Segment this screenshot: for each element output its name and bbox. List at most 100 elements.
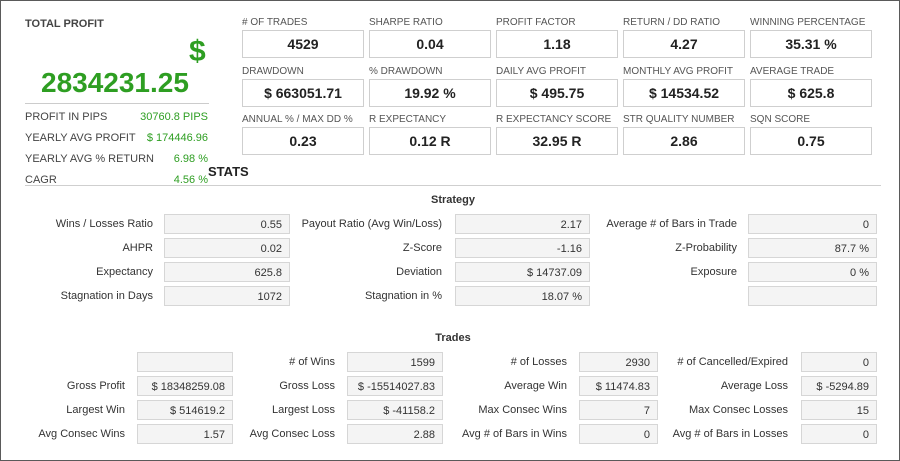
strategy-stat-label: Deviation (396, 266, 442, 278)
metric-monthly-avg-profit: MONTHLY AVG PROFIT $ 14534.52 (623, 65, 745, 107)
trade-stat-label: Max Consec Losses (688, 404, 788, 416)
strategy-stat-label: Payout Ratio (Avg Win/Loss) (301, 218, 442, 230)
trade-stat-label: # of Cancelled/Expired (677, 356, 788, 368)
metric-label: DAILY AVG PROFIT (496, 66, 587, 77)
metric-label: # OF TRADES (242, 17, 308, 28)
strategy-stat-label: Expectancy (96, 266, 153, 278)
metric-drawdown: DRAWDOWN $ 663051.71 (242, 65, 364, 107)
metric-value: 0.75 (750, 127, 872, 155)
trade-stat-label: Avg Consec Loss (249, 428, 335, 440)
metric-label: STR QUALITY NUMBER (623, 114, 735, 125)
strategy-stat-value: 0.02 (164, 238, 290, 258)
metric-label: R EXPECTANCY SCORE (496, 114, 612, 125)
metric-return-dd-ratio: RETURN / DD RATIO 4.27 (623, 16, 745, 58)
trade-stat-value: 0 (579, 424, 658, 444)
metric-value: 0.04 (369, 30, 491, 58)
strategy-stat-label: Stagnation in Days (60, 290, 153, 302)
summary-value: 6.98 % (173, 153, 208, 165)
metric-value: 4529 (242, 30, 364, 58)
summary-label: PROFIT IN PIPS (25, 111, 108, 123)
metric-label: RETURN / DD RATIO (623, 17, 721, 28)
trade-stat-value: $ 11474.83 (579, 376, 658, 396)
summary-row-yearly-avg-return: YEARLY AVG % RETURN 6.98 % (25, 153, 209, 169)
metric-str-quality-number: STR QUALITY NUMBER 2.86 (623, 113, 745, 155)
summary-value: 4.56 % (173, 174, 208, 186)
strategy-stat-value: -1.16 (455, 238, 590, 258)
metric-r-expectancy: R EXPECTANCY 0.12 R (369, 113, 491, 155)
metric-value: 19.92 % (369, 79, 491, 107)
trade-stat-label (25, 352, 125, 372)
metric-profit-factor: PROFIT FACTOR 1.18 (496, 16, 618, 58)
trade-stat-value: $ -41158.2 (347, 400, 443, 420)
trade-stat-value: 7 (579, 400, 658, 420)
summary-value: $ 174446.96 (146, 132, 208, 144)
metric-value: 1.18 (496, 30, 618, 58)
metric-value: 32.95 R (496, 127, 618, 155)
metric-value: 0.12 R (369, 127, 491, 155)
strategy-stat-value: 0 (748, 214, 877, 234)
summary-label: YEARLY AVG % RETURN (25, 153, 154, 165)
trade-stat-label: # of Losses (510, 356, 567, 368)
trade-stat-value: $ -15514027.83 (347, 376, 443, 396)
metric-value: $ 663051.71 (242, 79, 364, 107)
trade-stat-value: 1599 (347, 352, 443, 372)
metric-daily-avg-profit: DAILY AVG PROFIT $ 495.75 (496, 65, 618, 107)
strategy-stat-label: Exposure (690, 266, 737, 278)
trade-stat-value (137, 352, 233, 372)
total-profit-title: TOTAL PROFIT (25, 18, 104, 30)
strategy-stat-value: 0.55 (164, 214, 290, 234)
strategy-stat-value: 0 % (748, 262, 877, 282)
metric-trades: # OF TRADES 4529 (242, 16, 364, 58)
trade-stat-label: Avg Consec Wins (38, 428, 125, 440)
trade-stat-label: Largest Loss (272, 404, 335, 416)
summary-label: CAGR (25, 174, 57, 186)
trade-stat-value: 1.57 (137, 424, 233, 444)
metric-value: 2.86 (623, 127, 745, 155)
trade-stat-label: Gross Profit (66, 380, 125, 392)
metric-label: PROFIT FACTOR (496, 17, 576, 28)
metric-label: DRAWDOWN (242, 66, 304, 77)
trade-stat-value: 15 (801, 400, 877, 420)
metric-average-trade: AVERAGE TRADE $ 625.8 (750, 65, 872, 107)
trade-stat-value: 2930 (579, 352, 658, 372)
divider (25, 103, 209, 104)
metric-sharpe-ratio: SHARPE RATIO 0.04 (369, 16, 491, 58)
metric-value: $ 14534.52 (623, 79, 745, 107)
strategy-stat-value: $ 14737.09 (455, 262, 590, 282)
trade-stat-value: 0 (801, 424, 877, 444)
trade-stat-label: Max Consec Wins (478, 404, 567, 416)
metric-label: R EXPECTANCY (369, 114, 447, 125)
strategy-section-title: Strategy (430, 194, 476, 206)
trades-section-title: Trades (435, 332, 471, 344)
currency-symbol: $ (189, 35, 206, 68)
strategy-stat-value: 18.07 % (455, 286, 590, 306)
trade-stat-value: 0 (801, 352, 877, 372)
strategy-stat-value: 2.17 (455, 214, 590, 234)
stats-title: STATS (208, 164, 249, 179)
trade-stat-label: Average Loss (720, 380, 788, 392)
strategy-stat-label (593, 286, 737, 306)
summary-value: 30760.8 PIPS (140, 111, 208, 123)
metric-label: AVERAGE TRADE (750, 66, 835, 77)
metric-label: ANNUAL % / MAX DD % (242, 114, 353, 125)
trade-stat-label: Avg # of Bars in Losses (672, 428, 788, 440)
strategy-stat-label: AHPR (122, 242, 153, 254)
metric-label: SQN SCORE (750, 114, 811, 125)
trade-stat-value: $ 514619.2 (137, 400, 233, 420)
metric-sqn-score: SQN SCORE 0.75 (750, 113, 872, 155)
divider (25, 185, 881, 186)
metric-r-expectancy-score: R EXPECTANCY SCORE 32.95 R (496, 113, 618, 155)
summary-row-yearly-avg-profit: YEARLY AVG PROFIT $ 174446.96 (25, 132, 209, 148)
summary-row-profit-pips: PROFIT IN PIPS 30760.8 PIPS (25, 111, 209, 127)
trade-stat-label: Average Win (504, 380, 567, 392)
strategy-stat-label: Z-Probability (675, 242, 737, 254)
metric-percent-drawdown: % DRAWDOWN 19.92 % (369, 65, 491, 107)
strategy-stat-value: 1072 (164, 286, 290, 306)
trade-stat-value: $ 18348259.08 (137, 376, 233, 396)
metric-value: 4.27 (623, 30, 745, 58)
strategy-stat-label: Wins / Losses Ratio (55, 218, 153, 230)
metric-value: 0.23 (242, 127, 364, 155)
strategy-stat-label: Average # of Bars in Trade (606, 218, 737, 230)
strategy-stat-value (748, 286, 877, 306)
strategy-stat-label: Stagnation in % (364, 290, 442, 302)
